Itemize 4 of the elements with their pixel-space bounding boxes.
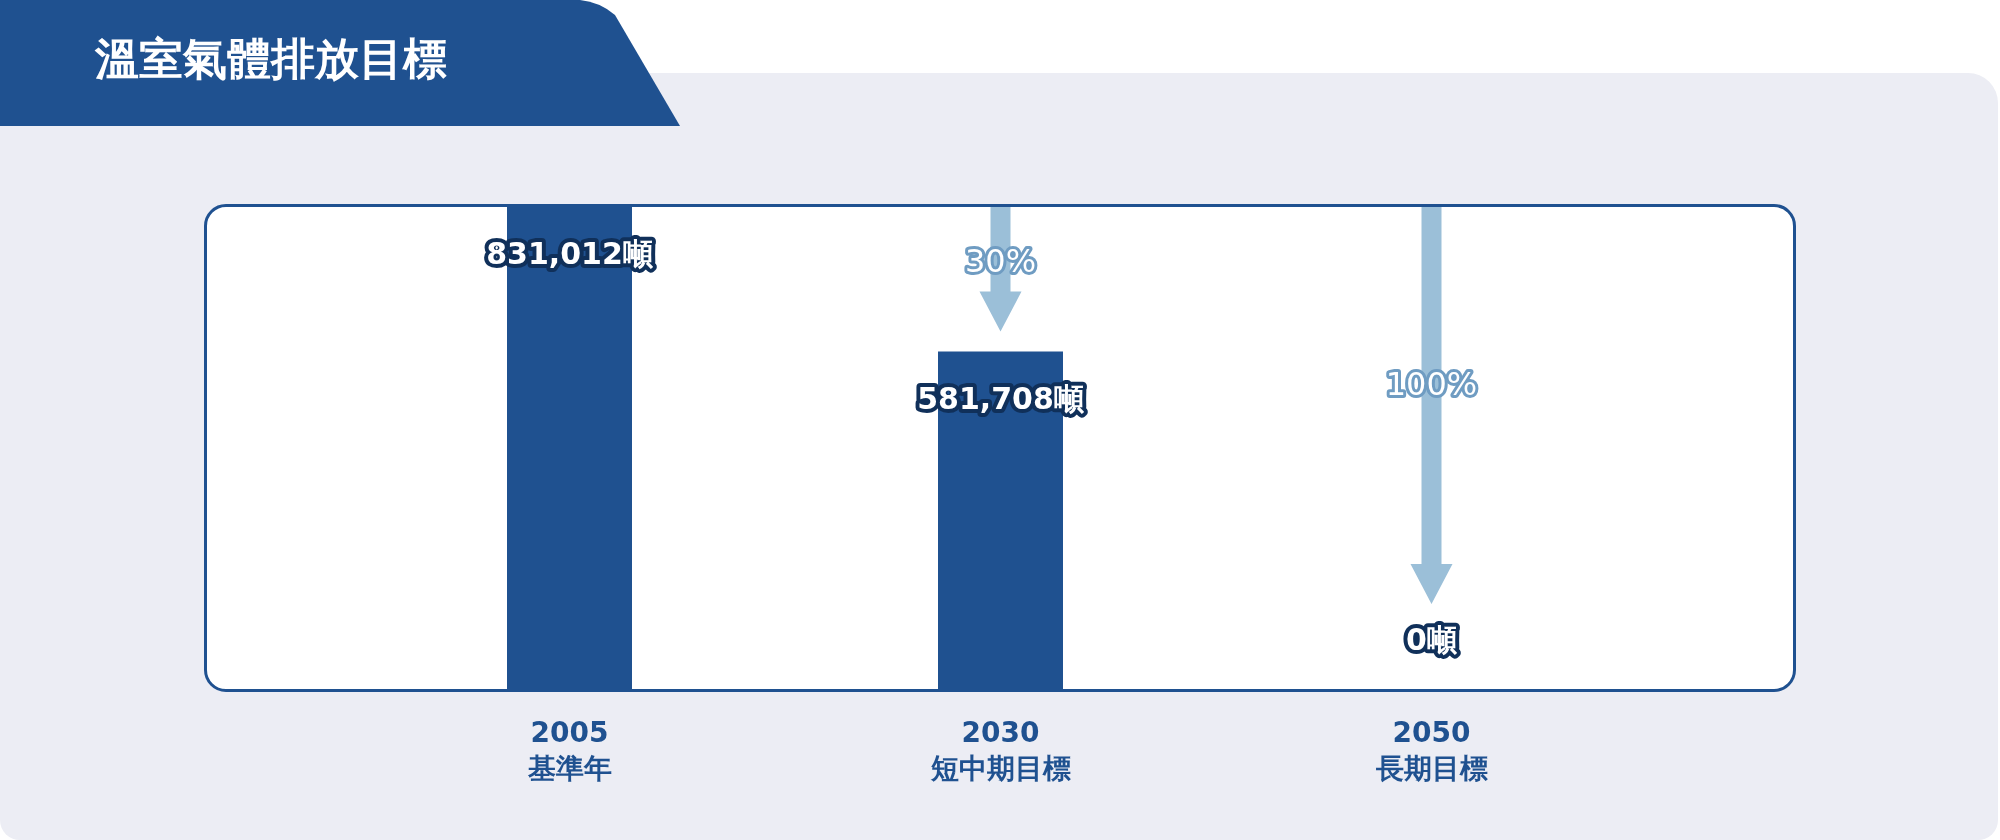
- x-tick-label: 2050 長期目標: [1374, 715, 1488, 785]
- chart-title: 溫室氣體排放目標: [95, 32, 447, 86]
- x-tick-label: 2030 短中期目標: [929, 715, 1071, 785]
- x-tick-label: 2005 基準年: [526, 715, 612, 785]
